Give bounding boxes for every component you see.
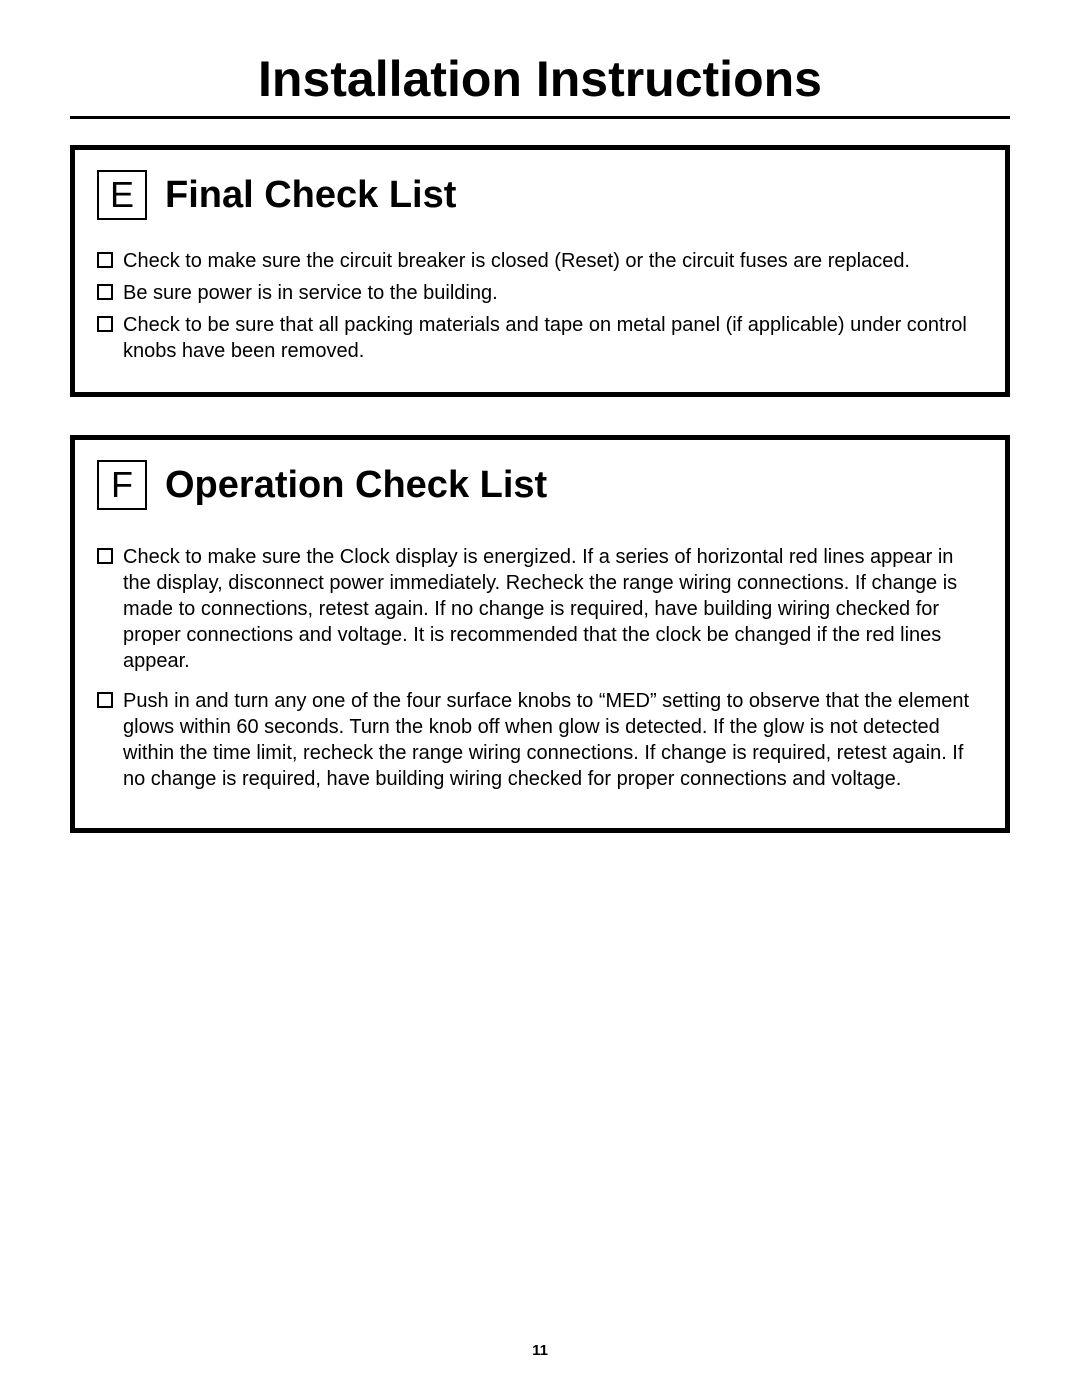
checkbox-icon — [97, 284, 113, 300]
checkbox-icon — [97, 692, 113, 708]
page-number: 11 — [0, 1342, 1080, 1359]
section-e-letter: E — [97, 170, 147, 220]
section-e-header: E Final Check List — [97, 170, 983, 220]
check-item: Check to be sure that all packing materi… — [97, 312, 983, 364]
check-text: Check to make sure the Clock display is … — [123, 544, 983, 674]
section-e-box: E Final Check List Check to make sure th… — [70, 145, 1010, 397]
section-f-header: F Operation Check List — [97, 460, 983, 510]
check-text: Push in and turn any one of the four sur… — [123, 688, 983, 792]
check-item: Check to make sure the circuit breaker i… — [97, 248, 983, 274]
checkbox-icon — [97, 316, 113, 332]
page-container: Installation Instructions E Final Check … — [0, 0, 1080, 911]
section-e-title: Final Check List — [165, 174, 456, 217]
check-text: Check to make sure the circuit breaker i… — [123, 248, 983, 274]
check-text: Be sure power is in service to the build… — [123, 280, 983, 306]
section-f-title: Operation Check List — [165, 464, 547, 507]
page-title: Installation Instructions — [70, 50, 1010, 119]
section-f-box: F Operation Check List Check to make sur… — [70, 435, 1010, 833]
checkbox-icon — [97, 548, 113, 564]
check-item: Push in and turn any one of the four sur… — [97, 688, 983, 792]
check-item: Be sure power is in service to the build… — [97, 280, 983, 306]
section-f-letter: F — [97, 460, 147, 510]
check-item: Check to make sure the Clock display is … — [97, 544, 983, 674]
checkbox-icon — [97, 252, 113, 268]
check-text: Check to be sure that all packing materi… — [123, 312, 983, 364]
